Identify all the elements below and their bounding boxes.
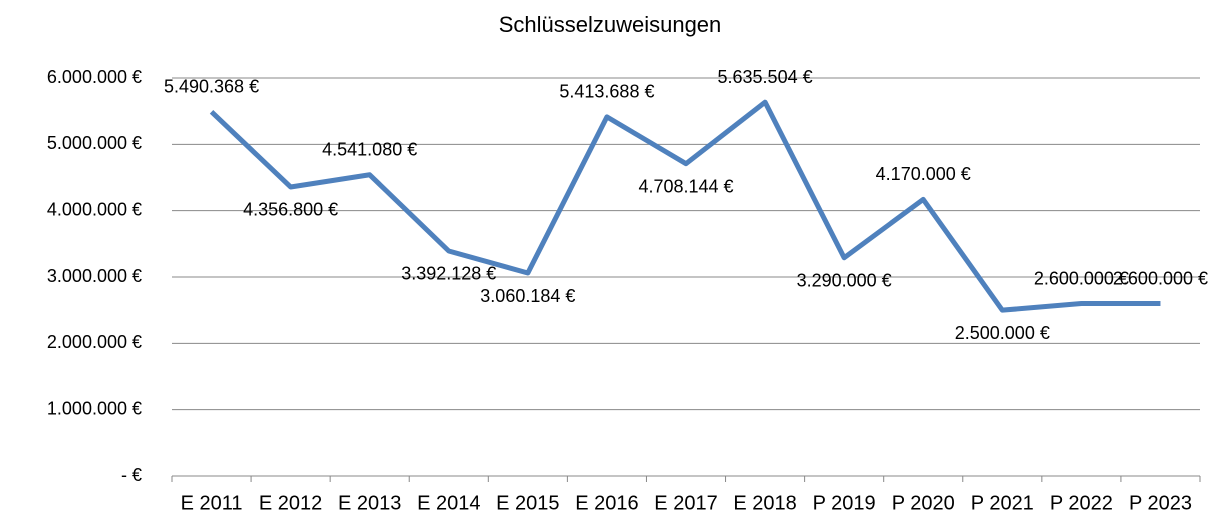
line <box>209 99 1161 313</box>
y-tick-label: 5.000.000 € <box>47 133 142 153</box>
x-tick-label: P 2019 <box>813 492 876 514</box>
y-tick-label: - € <box>121 465 142 485</box>
data-label: 4.708.144 € <box>638 176 733 196</box>
x-tick-label: E 2011 <box>181 492 243 514</box>
data-label: 2.600.000 € <box>1113 268 1208 288</box>
y-tick-label: 1.000.000 € <box>47 398 142 418</box>
x-tick-label: P 2021 <box>971 492 1034 514</box>
data-label: 5.635.504 € <box>718 67 813 87</box>
data-label: 4.356.800 € <box>243 200 338 220</box>
data-label: 4.170.000 € <box>876 164 971 184</box>
x-tick-label: E 2018 <box>733 492 796 514</box>
x-tick-label: P 2020 <box>892 492 955 514</box>
x-tick-label: E 2012 <box>259 492 322 514</box>
x-tick-label: E 2014 <box>417 492 480 514</box>
x-tick-label: E 2013 <box>338 492 401 514</box>
data-label: 5.490.368 € <box>164 77 259 97</box>
x-tick-label: E 2017 <box>654 492 717 514</box>
data-label: 3.392.128 € <box>401 264 496 284</box>
y-tick-label: 2.000.000 € <box>47 332 142 352</box>
y-tick-label: 4.000.000 € <box>47 199 142 219</box>
data-label: 3.290.000 € <box>797 271 892 291</box>
x-tick-label: P 2023 <box>1129 492 1192 514</box>
x-tick-label: E 2015 <box>496 492 559 514</box>
data-label: 2.600.000 € <box>1034 268 1129 288</box>
data-label: 4.541.080 € <box>322 140 417 160</box>
data-label: 5.413.688 € <box>559 82 654 102</box>
chart-title: Schlüsselzuweisungen <box>499 12 722 37</box>
x-tick-label: P 2022 <box>1050 492 1113 514</box>
data-label: 2.500.000 € <box>955 323 1050 343</box>
x-tick-label: E 2016 <box>575 492 638 514</box>
y-tick-label: 6.000.000 € <box>47 67 142 87</box>
y-tick-label: 3.000.000 € <box>47 266 142 286</box>
data-label: 3.060.184 € <box>480 286 575 306</box>
